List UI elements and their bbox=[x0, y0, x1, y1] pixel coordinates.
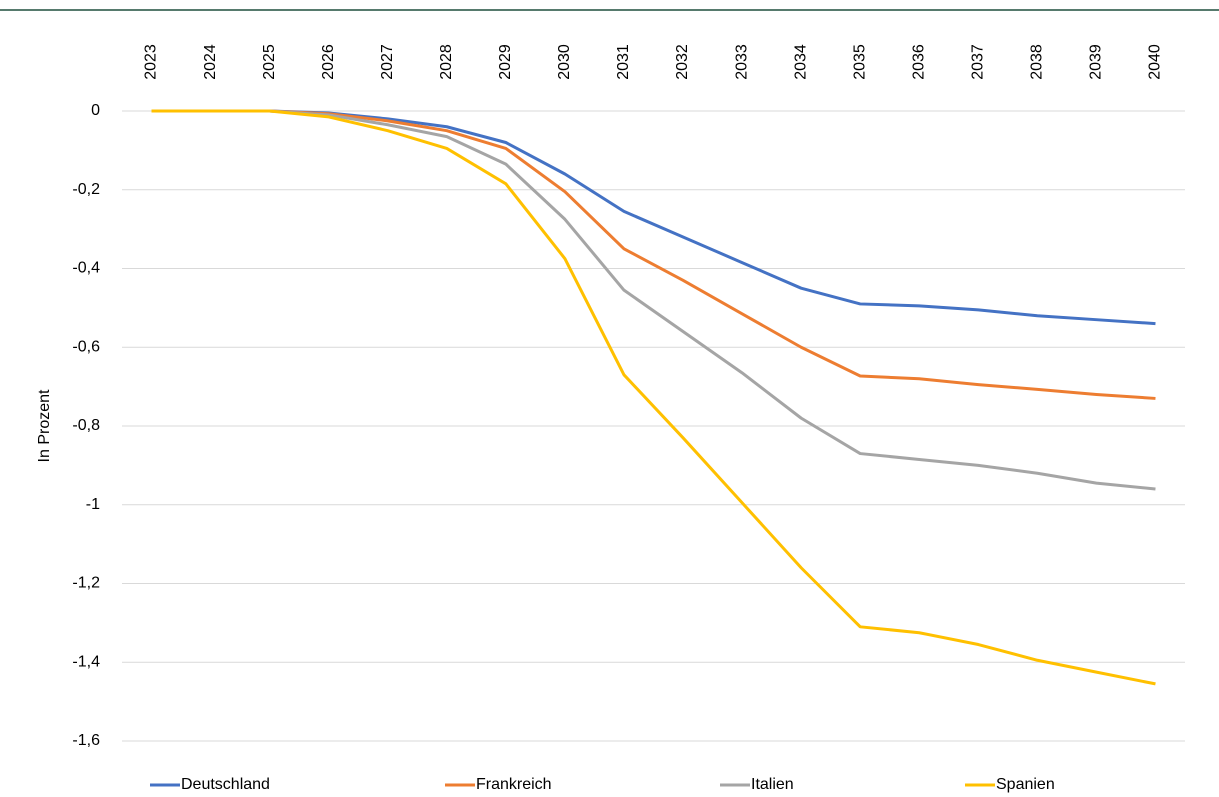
y-tick-label: -1 bbox=[86, 496, 100, 513]
y-tick-label: -0,8 bbox=[72, 417, 100, 434]
x-tick-label: 2025 bbox=[261, 44, 278, 80]
x-tick-label: 2026 bbox=[320, 44, 337, 80]
x-tick-label: 2036 bbox=[910, 44, 927, 80]
y-tick-label: 0 bbox=[91, 102, 100, 119]
x-tick-label: 2039 bbox=[1088, 44, 1105, 80]
y-tick-label: -0,2 bbox=[72, 181, 100, 198]
x-tick-label: 2034 bbox=[792, 44, 809, 80]
series-line bbox=[151, 109, 1156, 686]
series-line bbox=[151, 109, 1156, 400]
x-tick-label: 2040 bbox=[1147, 44, 1164, 80]
x-tick-label: 2028 bbox=[438, 44, 455, 80]
legend-label: Frankreich bbox=[476, 776, 552, 793]
x-tick-label: 2030 bbox=[556, 44, 573, 80]
x-tick-label: 2038 bbox=[1029, 44, 1046, 80]
y-tick-label: -1,2 bbox=[72, 575, 100, 592]
x-tick-label: 2029 bbox=[497, 44, 514, 80]
legend-label: Deutschland bbox=[181, 776, 270, 793]
legend-label: Spanien bbox=[996, 776, 1055, 793]
x-tick-label: 2032 bbox=[674, 44, 691, 80]
x-tick-label: 2024 bbox=[202, 44, 219, 80]
y-tick-label: -0,4 bbox=[72, 260, 100, 277]
series-line bbox=[151, 109, 1156, 491]
x-tick-label: 2033 bbox=[733, 44, 750, 80]
y-tick-label: -1,4 bbox=[72, 653, 100, 670]
x-tick-label: 2035 bbox=[851, 44, 868, 80]
x-tick-label: 2027 bbox=[379, 44, 396, 80]
series-line bbox=[151, 109, 1156, 326]
legend-label: Italien bbox=[751, 776, 794, 793]
x-tick-label: 2037 bbox=[970, 44, 987, 80]
y-axis-label: In Prozent bbox=[36, 389, 53, 462]
y-tick-label: -1,6 bbox=[72, 732, 100, 749]
x-tick-label: 2031 bbox=[615, 44, 632, 80]
x-tick-label: 2023 bbox=[143, 44, 160, 80]
y-tick-label: -0,6 bbox=[72, 338, 100, 355]
